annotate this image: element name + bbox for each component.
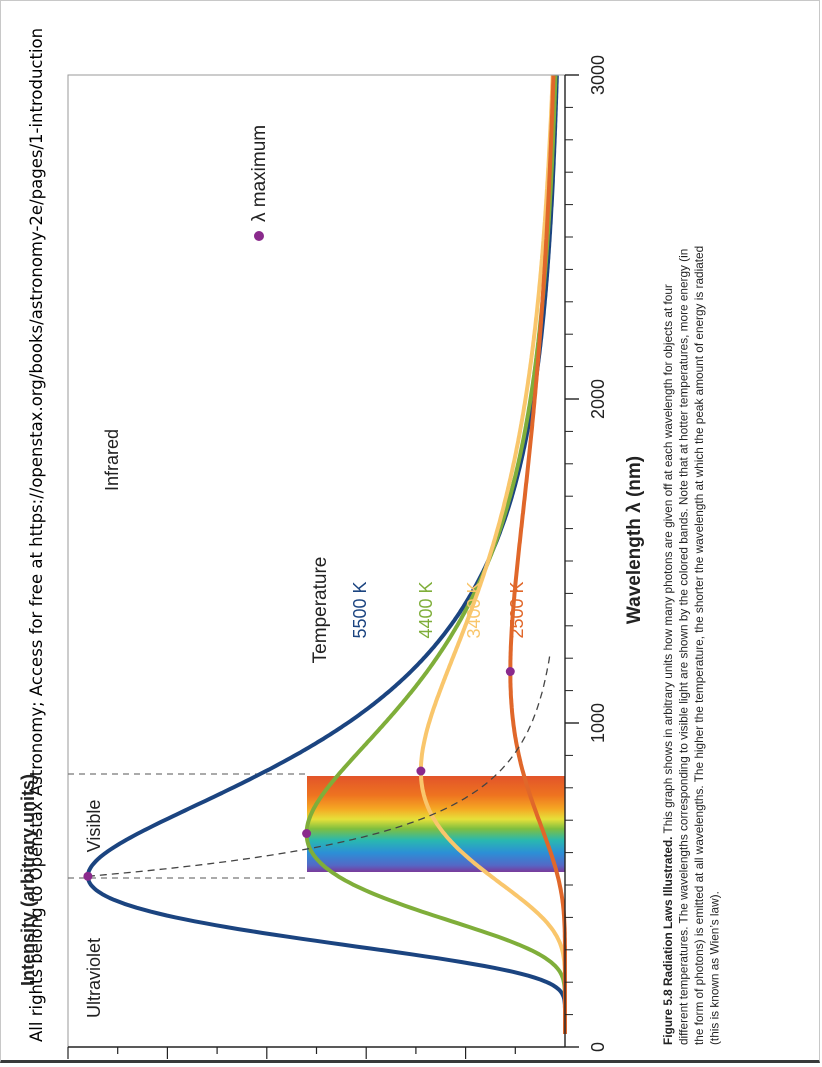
series-line-2500k [508,75,567,1035]
caption-line-2: different temperatures. The wavelengths … [677,249,691,1045]
legend-entry-4400k: 4400 K [416,581,436,638]
lambda-max-legend-label: λ maximum [249,125,270,222]
x-axis-label: Wavelength λ (nm) [624,456,645,624]
series-curves [85,75,567,1035]
peak-marker-5500k [83,871,93,881]
attribution-text: All rights belong to Openstax Astronomy;… [27,28,46,1042]
region-label-infrared: Infrared [102,429,122,491]
legend-entry-5500k: 5500 K [350,581,370,638]
caption-lead: Figure 5.8 Radiation Laws Illustrated. [661,837,675,1045]
axes: 0 1000 2000 3000 [67,55,608,1059]
series-line-3400k [418,75,567,1035]
lambda-max-legend-marker [254,231,264,241]
region-label-ultraviolet: Ultraviolet [84,938,104,1018]
caption-line-4: (this is known as Wien’s law). [708,891,722,1045]
x-tick-label: 3000 [588,55,608,95]
peak-marker-2500k [505,667,515,676]
legend: 5500 K 4400 K 3400 K 2500 K [350,581,527,638]
caption-line-3: the form of photons) is emitted at all w… [692,246,706,1045]
x-tick-label: 2000 [588,379,608,419]
peak-marker-4400k [302,829,312,838]
series-line-4400k [304,75,567,1035]
y-axis-label: Intensity (arbitrary units) [18,774,38,986]
peak-markers [83,667,515,881]
legend-entry-2500k: 2500 K [507,581,527,638]
peak-marker-3400k [416,766,426,776]
wien-law-line [87,655,551,877]
figure-caption: Figure 5.8 Radiation Laws Illustrated. T… [661,243,722,1045]
legend-entry-3400k: 3400 K [464,581,484,638]
region-label-visible: Visible [84,800,104,853]
legend-title: Temperature [310,557,331,664]
x-tick-label: 1000 [588,703,608,743]
series-line-5500k [85,75,567,1035]
x-tick-label: 0 [588,1042,608,1052]
caption-line-1: This graph shows in arbitrary units how … [661,284,675,836]
